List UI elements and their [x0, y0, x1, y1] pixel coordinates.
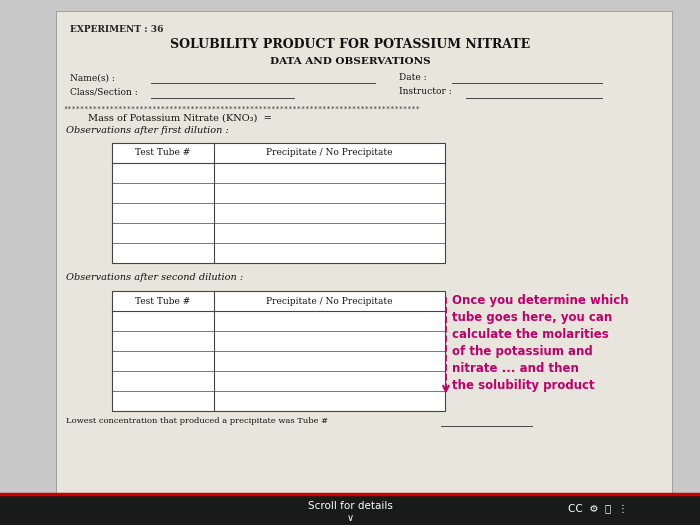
Text: DATA AND OBSERVATIONS: DATA AND OBSERVATIONS: [270, 57, 430, 66]
Text: Observations after first dilution :: Observations after first dilution :: [66, 127, 230, 135]
Bar: [56, 10, 672, 496]
Text: CC  ⚙  ⎕  ⋮: CC ⚙ ⎕ ⋮: [568, 502, 629, 513]
Text: Test Tube #: Test Tube #: [135, 297, 190, 306]
Text: Test Tube #: Test Tube #: [135, 148, 190, 158]
Bar: [112, 291, 444, 411]
Bar: [112, 143, 444, 262]
Text: Observations after second dilution :: Observations after second dilution :: [66, 273, 244, 282]
Bar: [0, 494, 700, 525]
Text: Lowest concentration that produced a precipitate was Tube #: Lowest concentration that produced a pre…: [66, 417, 328, 425]
Text: Class/Section :: Class/Section :: [70, 88, 138, 97]
Text: Mass of Potassium Nitrate (KNO₃)  =: Mass of Potassium Nitrate (KNO₃) =: [88, 114, 272, 123]
Text: Precipitate / No Precipitate: Precipitate / No Precipitate: [266, 148, 392, 158]
Text: EXPERIMENT : 36: EXPERIMENT : 36: [70, 25, 164, 34]
Text: Instructor :: Instructor :: [399, 88, 452, 97]
Text: Precipitate / No Precipitate: Precipitate / No Precipitate: [266, 297, 392, 306]
Text: SOLUBILITY PRODUCT FOR POTASSIUM NITRATE: SOLUBILITY PRODUCT FOR POTASSIUM NITRATE: [170, 38, 530, 51]
Text: Name(s) :: Name(s) :: [70, 74, 115, 82]
Text: ********************************************************************************: ****************************************…: [63, 106, 420, 112]
Text: Scroll for details: Scroll for details: [307, 500, 393, 511]
Text: ∨: ∨: [346, 513, 354, 523]
Text: Date :: Date :: [399, 74, 426, 82]
Text: Once you determine which
tube goes here, you can
calculate the molarities
of the: Once you determine which tube goes here,…: [452, 294, 628, 392]
